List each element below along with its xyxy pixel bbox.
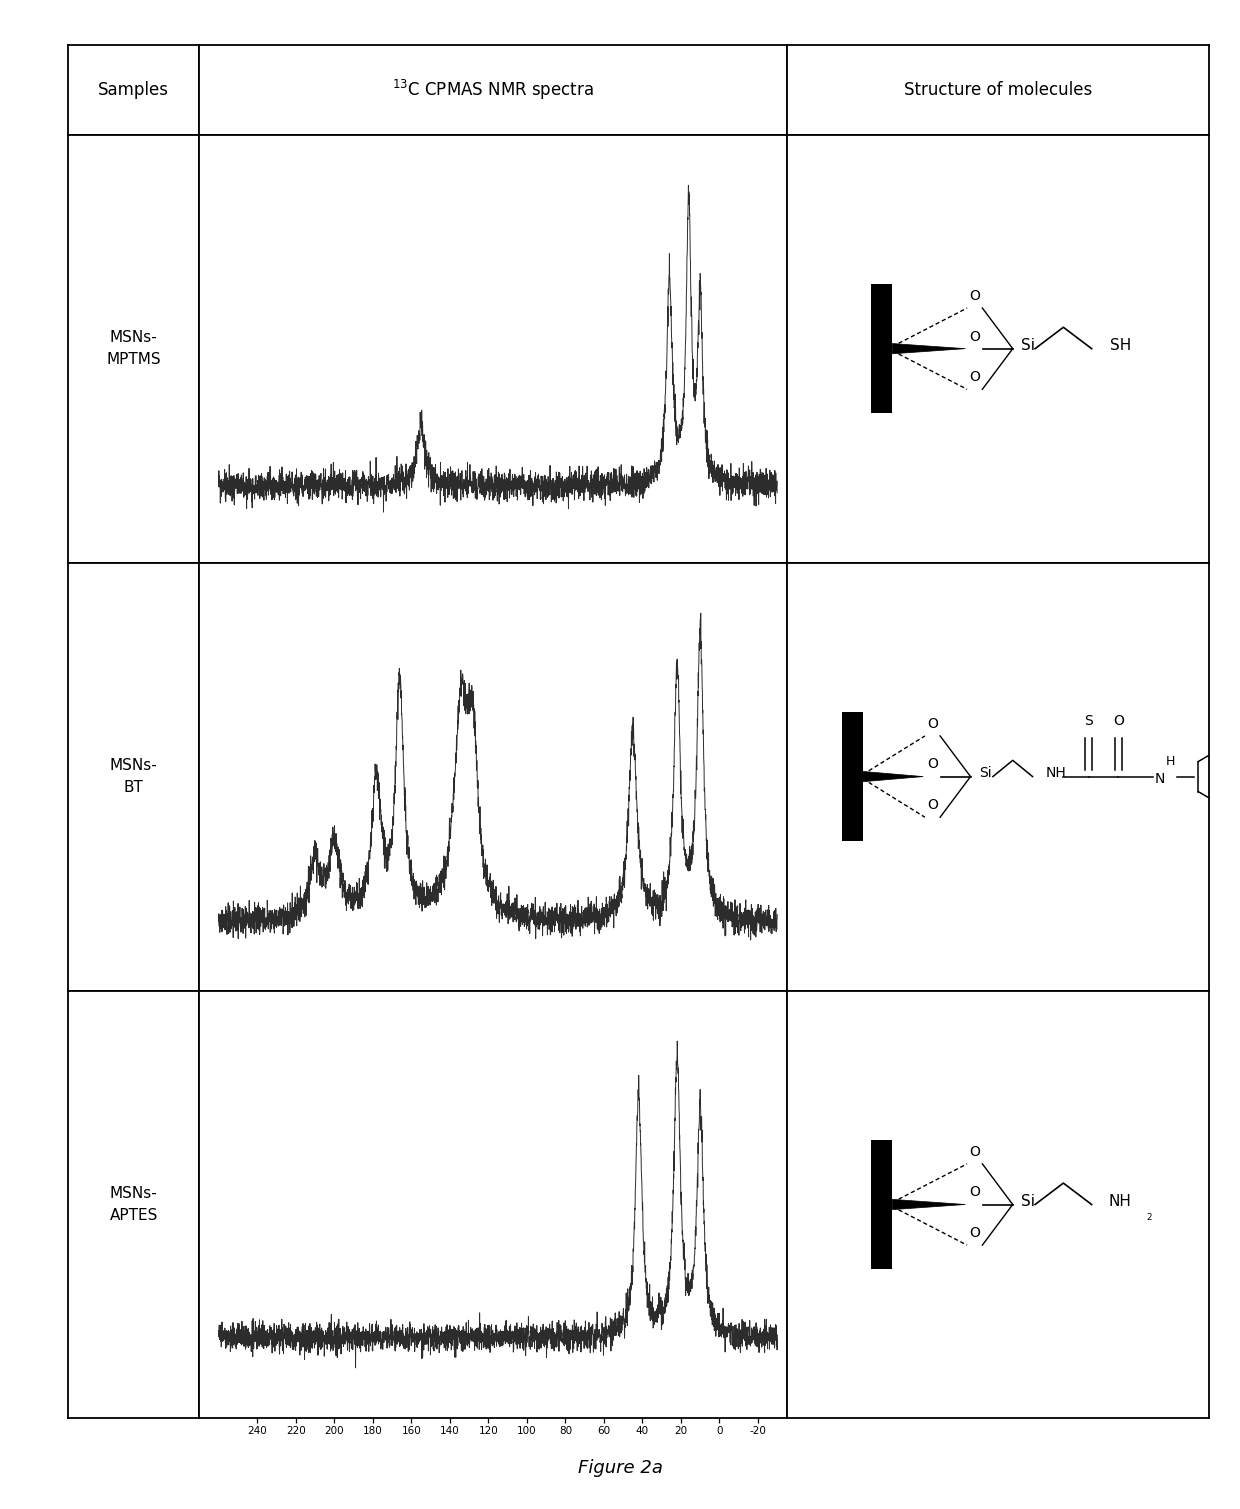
Text: MSNs-
BT: MSNs- BT (110, 758, 157, 795)
Text: O: O (970, 288, 980, 303)
Text: O: O (970, 329, 980, 344)
Text: O: O (970, 1225, 980, 1240)
Bar (872, 1141, 893, 1269)
Text: $_2$: $_2$ (1146, 1210, 1152, 1222)
Text: ppm: ppm (794, 975, 821, 988)
Text: NH: NH (1045, 767, 1066, 780)
Text: Figure 2a: Figure 2a (578, 1459, 662, 1477)
Text: NH: NH (1109, 1194, 1131, 1209)
Text: Si: Si (1022, 338, 1035, 353)
Text: S: S (1084, 714, 1094, 729)
Text: Si: Si (978, 767, 992, 780)
Text: ppm: ppm (794, 1403, 821, 1417)
Text: ppm: ppm (794, 548, 821, 560)
Polygon shape (893, 344, 966, 353)
Text: Si: Si (1022, 1194, 1035, 1209)
Text: O: O (1112, 714, 1123, 729)
Text: MSNs-
APTES: MSNs- APTES (109, 1186, 157, 1224)
Text: $^{13}$C CPMAS NMR spectra: $^{13}$C CPMAS NMR spectra (392, 78, 594, 103)
Text: O: O (928, 758, 937, 771)
Text: O: O (928, 798, 937, 812)
Bar (842, 712, 863, 841)
Text: N: N (1154, 771, 1164, 786)
Text: H: H (1166, 754, 1176, 768)
Text: MSNs-
MPTMS: MSNs- MPTMS (107, 330, 161, 367)
Polygon shape (893, 1200, 966, 1210)
Text: Structure of molecules: Structure of molecules (904, 81, 1092, 100)
Text: O: O (970, 1186, 980, 1200)
Text: O: O (928, 717, 937, 730)
Text: O: O (970, 1145, 980, 1159)
Text: O: O (970, 370, 980, 385)
Polygon shape (863, 771, 924, 782)
Bar (872, 285, 893, 413)
Text: Samples: Samples (98, 81, 170, 100)
Text: SH: SH (1110, 338, 1131, 353)
